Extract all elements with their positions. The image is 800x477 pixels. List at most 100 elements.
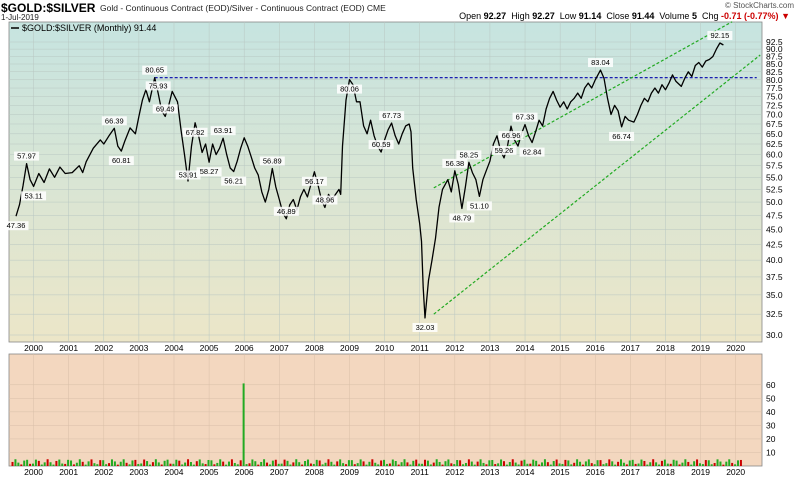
volume-bar <box>34 459 37 466</box>
data-label-bg <box>142 65 168 75</box>
volume-bar <box>707 460 710 466</box>
data-label: 67.33 <box>516 113 535 122</box>
volume-bar <box>219 459 222 466</box>
volume-bar <box>546 462 549 466</box>
stockcharts-watermark: © StockCharts.com <box>724 1 794 10</box>
data-label: 67.73 <box>382 111 401 120</box>
data-label: 60.59 <box>372 140 391 149</box>
volume-bar <box>72 464 75 466</box>
volume-bar <box>324 462 327 466</box>
volume-bar <box>292 462 295 466</box>
volume-bar <box>698 463 701 466</box>
volume-bar <box>362 461 365 466</box>
data-label-bg <box>449 213 475 223</box>
volume-bar <box>564 459 567 466</box>
volume-bar <box>184 462 187 466</box>
volume-bar <box>514 462 517 466</box>
volume-bar <box>157 462 160 466</box>
data-label-bg <box>588 58 614 68</box>
volume-bar <box>195 461 198 466</box>
volume-bar <box>365 464 368 466</box>
volume-bar <box>634 463 637 466</box>
volume-bar <box>40 464 43 466</box>
volume-bar <box>494 464 497 466</box>
data-label: 56.38 <box>445 159 464 168</box>
volume-bar <box>415 459 418 466</box>
data-label: 83.04 <box>591 58 610 67</box>
year-tick-label: 2002 <box>94 343 113 353</box>
volume-bar <box>146 461 149 466</box>
data-label: 66.96 <box>502 131 521 140</box>
volume-bar <box>660 460 663 466</box>
volume-bar <box>394 461 397 466</box>
volume-bar <box>704 460 707 466</box>
data-label-bg <box>152 104 178 114</box>
year-tick-label: 2014 <box>516 343 535 353</box>
year-tick-label: 2016 <box>586 343 605 353</box>
volume-bar <box>412 460 415 466</box>
quote-summary: Open 92.27 High 92.27 Low 91.14 Close 91… <box>459 11 790 21</box>
volume-bar <box>576 459 579 466</box>
year-tick-label: 2010 <box>375 343 394 353</box>
volume-bar <box>236 464 239 466</box>
data-label: 57.97 <box>17 152 36 161</box>
volume-bar <box>154 459 157 466</box>
volume-bar <box>230 459 233 466</box>
year-tick-label: 2020 <box>726 343 745 353</box>
volume-bar <box>538 464 541 466</box>
volume-bar <box>239 460 242 466</box>
data-label: 51.10 <box>470 201 489 210</box>
volume-bar <box>14 459 17 466</box>
year-tick-label: 2007 <box>270 343 289 353</box>
volume-bar <box>508 462 511 466</box>
volume-bar <box>696 459 699 466</box>
volume-bar <box>617 461 620 466</box>
volume-bar <box>687 461 690 466</box>
volume-bar <box>491 459 494 466</box>
volume-bar <box>110 459 113 466</box>
volume-year-tick-label: 2009 <box>340 467 359 477</box>
volume-bar <box>96 464 99 466</box>
volume-bar <box>125 462 128 466</box>
data-label-bg <box>609 131 635 141</box>
price-axis-tick-label: 87.5 <box>766 51 783 61</box>
data-label-bg <box>14 151 40 161</box>
volume-bar <box>29 463 32 466</box>
volume-bar <box>693 461 696 466</box>
price-panel-background <box>8 21 763 343</box>
channel-trendline <box>433 21 733 189</box>
volume-bar <box>216 462 219 466</box>
volume-bar <box>713 463 716 466</box>
volume-bar <box>289 464 292 466</box>
volume-bar <box>678 464 681 466</box>
price-axis-tick-label: 75.0 <box>766 92 783 102</box>
year-tick-label: 2009 <box>340 343 359 353</box>
volume-bar <box>441 464 444 466</box>
volume-bar <box>169 463 172 466</box>
volume-bar <box>227 461 230 466</box>
volume-bar <box>321 464 324 466</box>
data-label: 56.89 <box>263 156 282 165</box>
price-axis-tick-label: 32.5 <box>766 309 783 319</box>
data-label-bg <box>221 176 247 186</box>
volume-axis-tick-label: 10 <box>766 447 776 457</box>
volume-bar <box>558 463 561 466</box>
volume-bar <box>573 462 576 466</box>
volume-bar <box>739 459 742 466</box>
data-label: 66.39 <box>105 116 124 125</box>
volume-year-tick-label: 2018 <box>656 467 675 477</box>
volume-bar <box>368 461 371 466</box>
volume-bar <box>233 462 236 466</box>
volume-bar <box>435 459 438 466</box>
year-tick-label: 2003 <box>129 343 148 353</box>
volume-bar <box>734 464 737 466</box>
volume-bar <box>716 459 719 466</box>
volume-bar <box>260 461 263 466</box>
volume-bar <box>488 460 491 466</box>
volume-bar <box>345 464 348 466</box>
volume-bar <box>207 459 210 466</box>
volume-bar <box>189 462 192 466</box>
volume-bar <box>561 463 564 466</box>
data-label-bg <box>21 191 47 201</box>
year-tick-label: 2019 <box>691 343 710 353</box>
